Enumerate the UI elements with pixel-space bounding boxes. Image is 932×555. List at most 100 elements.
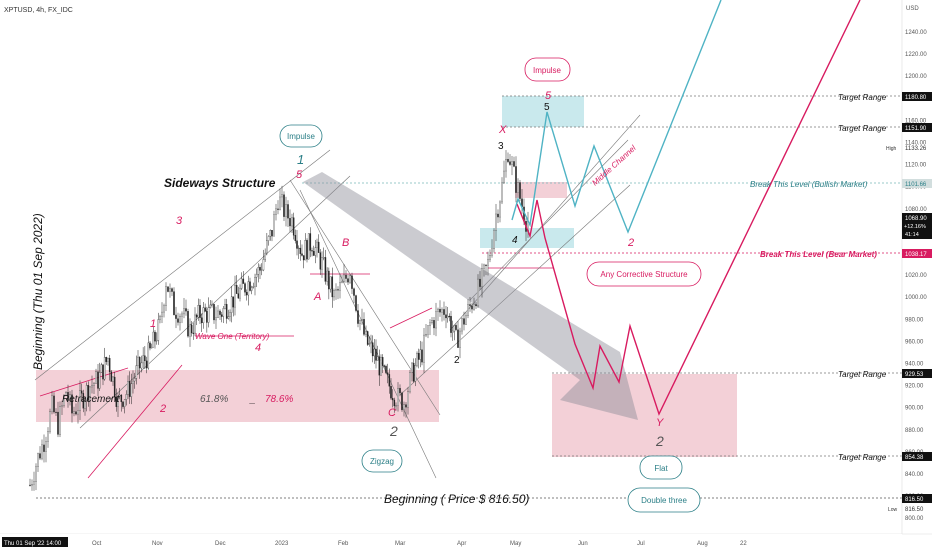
price-tick-label: 1140.00	[905, 140, 927, 146]
candle-body	[467, 304, 469, 316]
candle-body	[417, 353, 420, 360]
retracement-label: Retracement	[62, 394, 120, 405]
candle-body	[37, 453, 39, 467]
candle-body	[345, 274, 347, 279]
tag-bear-level: 1038.17	[905, 252, 927, 258]
candle-body	[120, 394, 123, 403]
candle-body	[107, 358, 109, 362]
candle-body	[397, 388, 399, 406]
candle-body	[85, 385, 88, 401]
candle-body	[73, 411, 75, 414]
candle-body	[493, 230, 495, 250]
candle-body	[412, 362, 415, 382]
candle-body	[479, 278, 481, 287]
tag-change: +12.16%	[904, 224, 926, 230]
candle-body	[39, 453, 41, 459]
candle-body	[507, 159, 509, 162]
candle-body	[142, 355, 144, 364]
candle-body	[450, 316, 452, 333]
wave-one-label: Wave One (Territory)	[195, 332, 270, 341]
candle-body	[439, 308, 441, 313]
pink-channels	[39, 307, 433, 479]
candle-body	[435, 311, 437, 329]
candle-body	[154, 331, 156, 342]
candle-body	[388, 374, 391, 387]
candle-body	[110, 371, 113, 382]
candle-body	[87, 385, 90, 401]
candle-body	[65, 392, 67, 396]
candle-body	[112, 376, 114, 382]
candle-body	[509, 161, 511, 165]
candle-body	[489, 255, 491, 260]
price-tick-label: 1220.00	[905, 52, 927, 58]
candle-body	[511, 161, 513, 165]
price-tick-label: 1160.00	[905, 118, 927, 124]
candle-body	[457, 329, 459, 348]
wave-label-pink-1: 5	[545, 90, 552, 102]
candle-body	[108, 358, 111, 373]
candle-body	[341, 281, 343, 283]
candle-body	[118, 394, 121, 397]
candle-body	[347, 278, 349, 283]
wave-label-b: B	[342, 237, 349, 249]
target-range-3-label: Target Range	[838, 370, 887, 379]
candle-body	[49, 411, 51, 432]
candle-body	[167, 286, 169, 292]
candle-body	[169, 288, 171, 292]
candle-body	[297, 247, 300, 250]
price-tick-label: 980.00	[905, 317, 924, 323]
wave-label-2: 2	[159, 403, 166, 415]
low-value: 816.50	[905, 507, 924, 513]
time-tick-label: Jun	[578, 541, 588, 547]
candle-body	[244, 283, 246, 293]
corrective-box	[586, 261, 702, 287]
candle-body	[301, 253, 303, 256]
candle-body	[513, 161, 515, 167]
candle-body	[403, 404, 405, 411]
tag-target-top: 1180.80	[905, 95, 927, 101]
candle-body	[294, 235, 297, 241]
candle-body	[461, 318, 463, 332]
candle-body	[445, 314, 447, 319]
candle-body	[287, 204, 289, 219]
candle-body	[324, 257, 327, 282]
target-zone-low	[552, 374, 737, 457]
candle-body	[285, 204, 287, 217]
candle-body	[411, 362, 413, 373]
candle-body	[260, 269, 263, 271]
candle-body	[281, 194, 283, 198]
projection-arrow	[303, 172, 638, 420]
time-start-tag	[2, 537, 68, 547]
candle-body	[425, 334, 427, 336]
price-tick-label: 1200.00	[905, 74, 927, 80]
candle-body	[115, 396, 118, 407]
candle-body	[71, 394, 73, 414]
candle-body	[353, 288, 355, 296]
low-label: Low	[888, 507, 898, 513]
candle-body	[29, 484, 31, 486]
candle-body	[33, 481, 35, 485]
candle-body	[283, 194, 285, 217]
candle-body	[229, 312, 231, 317]
candle-body	[177, 318, 179, 323]
price-tick-label: 940.00	[905, 361, 924, 367]
candle-body	[220, 314, 223, 317]
retracement-separator: _	[249, 394, 256, 405]
candle-body	[343, 274, 345, 282]
candle-body	[84, 400, 86, 409]
candle-body	[117, 396, 119, 407]
candle-body	[173, 291, 175, 316]
candle-body	[459, 330, 461, 348]
wave4-zone	[480, 228, 574, 248]
candle-body	[103, 357, 106, 380]
tag-beginning: 816.50	[905, 497, 924, 503]
wave-label-1: 1	[150, 318, 156, 330]
candle-body	[237, 293, 240, 299]
candle-body	[302, 255, 305, 261]
candle-body	[481, 268, 483, 287]
candle-body	[451, 330, 454, 333]
target-range-1-label: Target Range	[838, 93, 887, 102]
candle-body	[97, 371, 99, 389]
time-axis-ticks: Thu 01 Sep '22 14:00 Oct Nov Dec 2023 Feb Mar A…	[2, 537, 747, 547]
